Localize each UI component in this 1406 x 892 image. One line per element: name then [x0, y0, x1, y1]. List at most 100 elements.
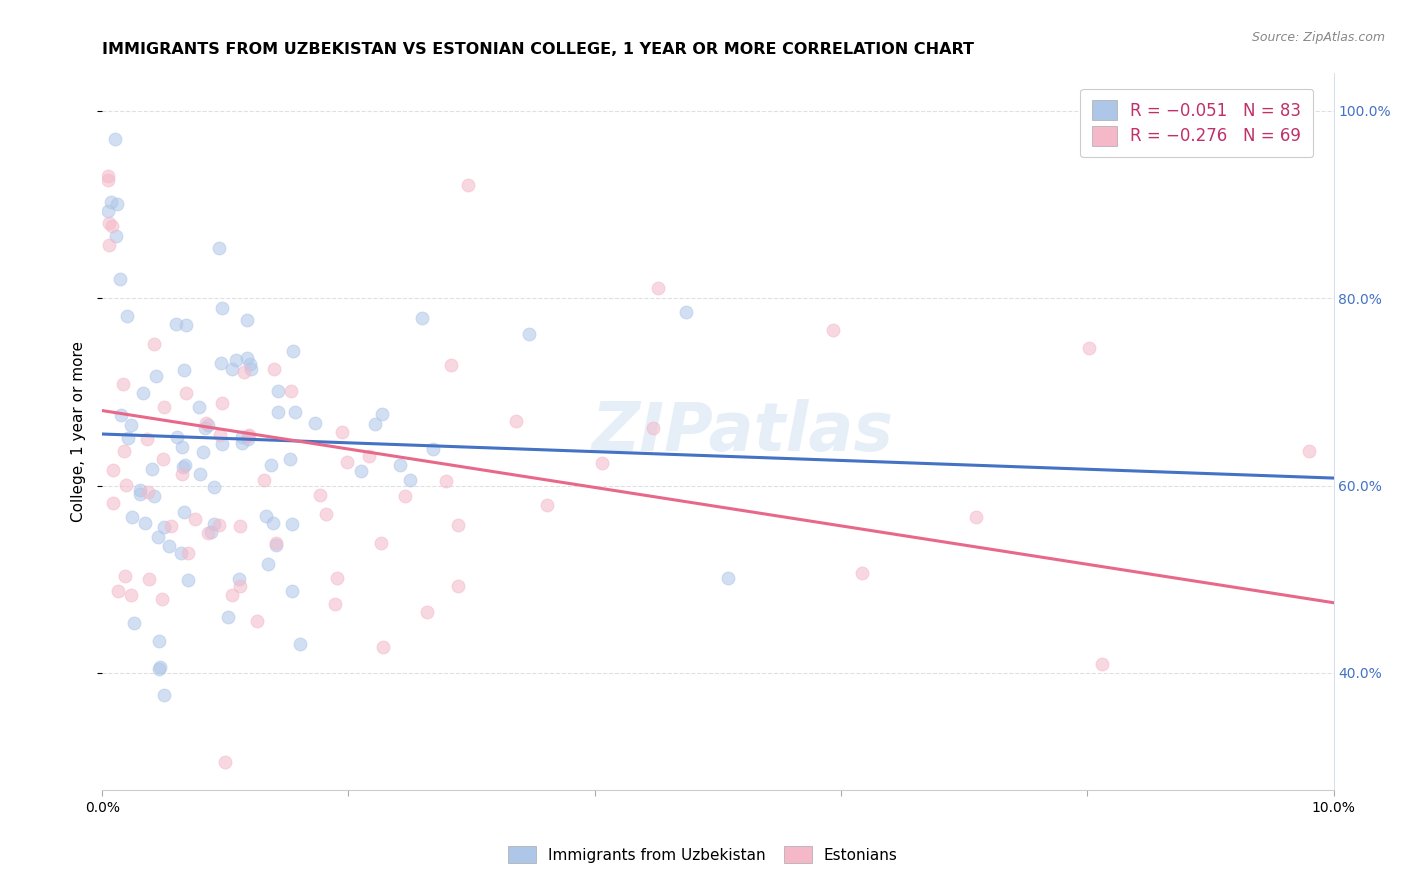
Point	[105, 228, 128, 243]
Point	[675, 305, 697, 319]
Legend: Immigrants from Uzbekistan, Estonians: Immigrants from Uzbekistan, Estonians	[501, 838, 905, 871]
Point	[208, 517, 231, 532]
Point	[112, 376, 135, 391]
Point	[170, 546, 193, 560]
Point	[1091, 657, 1114, 671]
Point	[174, 458, 197, 472]
Legend: R = −0.051   N = 83, R = −0.276   N = 69: R = −0.051 N = 83, R = −0.276 N = 69	[1080, 88, 1313, 157]
Point	[309, 488, 332, 502]
Point	[197, 417, 219, 432]
Point	[246, 614, 269, 628]
Point	[254, 509, 277, 524]
Point	[229, 519, 252, 533]
Text: ZIPatlas: ZIPatlas	[592, 399, 893, 465]
Point	[965, 509, 987, 524]
Point	[263, 362, 285, 376]
Point	[152, 400, 174, 414]
Point	[114, 444, 136, 458]
Point	[121, 510, 143, 524]
Point	[150, 592, 173, 607]
Point	[399, 474, 422, 488]
Point	[135, 432, 157, 446]
Point	[364, 417, 387, 432]
Point	[149, 660, 172, 674]
Point	[643, 421, 665, 435]
Point	[394, 489, 416, 503]
Point	[238, 357, 260, 371]
Point	[350, 464, 373, 478]
Point	[236, 429, 259, 443]
Point	[457, 178, 479, 192]
Point	[262, 516, 284, 530]
Point	[211, 437, 233, 451]
Point	[821, 323, 844, 337]
Point	[114, 569, 136, 583]
Point	[336, 455, 359, 469]
Point	[117, 432, 139, 446]
Point	[357, 449, 380, 463]
Point	[170, 467, 193, 481]
Point	[136, 485, 159, 500]
Point	[101, 219, 124, 234]
Point	[173, 505, 195, 519]
Point	[173, 363, 195, 377]
Point	[142, 490, 165, 504]
Point	[439, 359, 461, 373]
Point	[97, 203, 120, 218]
Point	[371, 640, 394, 654]
Point	[170, 440, 193, 454]
Point	[165, 318, 187, 332]
Point	[1077, 341, 1099, 355]
Point	[281, 344, 304, 359]
Point	[235, 312, 257, 326]
Point	[330, 425, 353, 439]
Point	[325, 598, 347, 612]
Point	[416, 605, 439, 619]
Point	[253, 474, 276, 488]
Point	[97, 169, 120, 183]
Point	[104, 132, 127, 146]
Point	[411, 311, 433, 326]
Point	[107, 584, 129, 599]
Point	[236, 432, 259, 446]
Point	[208, 428, 231, 442]
Point	[148, 662, 170, 676]
Point	[221, 588, 243, 602]
Point	[141, 462, 163, 476]
Point	[647, 280, 669, 294]
Point	[153, 688, 176, 702]
Point	[129, 487, 152, 501]
Point	[200, 524, 222, 539]
Point	[143, 336, 166, 351]
Point	[110, 271, 132, 285]
Point	[110, 408, 132, 422]
Point	[517, 326, 540, 341]
Point	[217, 610, 239, 624]
Point	[422, 442, 444, 456]
Point	[166, 430, 188, 444]
Point	[257, 557, 280, 571]
Point	[238, 428, 260, 442]
Point	[202, 480, 225, 494]
Point	[101, 463, 124, 477]
Point	[228, 579, 250, 593]
Point	[157, 539, 180, 553]
Point	[132, 386, 155, 401]
Point	[233, 366, 256, 380]
Point	[120, 418, 142, 433]
Y-axis label: College, 1 year or more: College, 1 year or more	[72, 341, 86, 522]
Point	[134, 516, 156, 530]
Point	[851, 566, 873, 581]
Point	[105, 196, 128, 211]
Point	[146, 529, 169, 543]
Point	[115, 309, 138, 323]
Point	[231, 436, 253, 450]
Point	[536, 499, 558, 513]
Point	[153, 520, 176, 534]
Point	[174, 318, 197, 333]
Point	[174, 385, 197, 400]
Point	[280, 583, 302, 598]
Text: Source: ZipAtlas.com: Source: ZipAtlas.com	[1251, 31, 1385, 45]
Point	[304, 416, 326, 430]
Point	[100, 195, 122, 210]
